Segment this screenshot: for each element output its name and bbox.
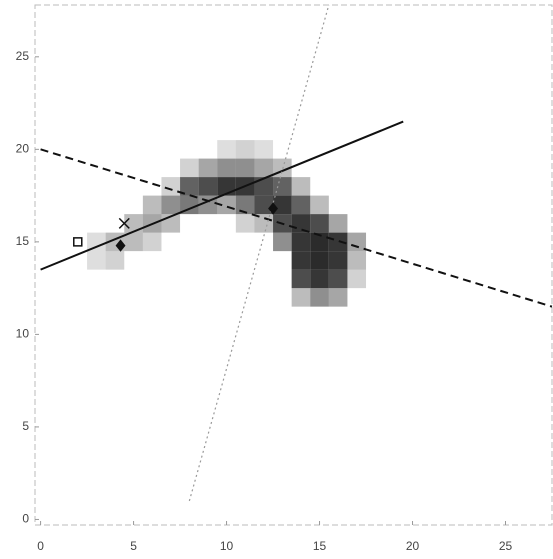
- heatmap-cell: [347, 233, 366, 252]
- x-tick-label: 25: [499, 539, 513, 553]
- heatmap-cell: [347, 270, 366, 289]
- heatmap-cell: [199, 159, 218, 178]
- chart: 0 5 10 15 20 25 0 5 10 15 20 25: [0, 0, 553, 559]
- marker: [74, 238, 82, 246]
- heatmap-cell: [329, 251, 348, 270]
- heatmap-cell: [143, 196, 162, 215]
- heatmap-cell: [254, 140, 273, 159]
- heatmap-cell: [292, 288, 311, 307]
- x-tick-label: 0: [37, 539, 44, 553]
- heatmap-cell: [292, 196, 311, 215]
- x-tick-label: 10: [220, 539, 234, 553]
- heatmap-cell: [310, 270, 329, 289]
- heatmap-cell: [292, 233, 311, 252]
- heatmap-cell: [347, 251, 366, 270]
- heatmap-cell: [329, 288, 348, 307]
- heatmap-cell: [273, 196, 292, 215]
- y-tick-label: 5: [22, 419, 29, 433]
- heatmap-cell: [310, 251, 329, 270]
- y-tick-label: 20: [16, 142, 30, 156]
- page: 05101520250510152025 (() => { const data…: [0, 0, 553, 559]
- heatmap-cell: [329, 270, 348, 289]
- heatmap-cell: [236, 159, 255, 178]
- heatmap-cell: [87, 233, 106, 252]
- heatmap-cell: [273, 233, 292, 252]
- heatmap-cell: [236, 214, 255, 233]
- heatmap-cell: [329, 214, 348, 233]
- heatmap-cell: [180, 159, 199, 178]
- y-tick-label: 10: [16, 327, 30, 341]
- heatmap-cell: [292, 251, 311, 270]
- heatmap-cell: [254, 177, 273, 196]
- heatmap-cell: [217, 159, 236, 178]
- heatmap-cell: [143, 233, 162, 252]
- heatmap-cell: [292, 270, 311, 289]
- heatmap-cell: [292, 214, 311, 233]
- x-tick-label: 20: [406, 539, 420, 553]
- heatmap-cell: [161, 196, 180, 215]
- heatmap-cell: [87, 251, 106, 270]
- heatmap-cell: [292, 177, 311, 196]
- y-tick-label: 25: [16, 49, 30, 63]
- heatmap-cell: [236, 140, 255, 159]
- heatmap-cell: [310, 214, 329, 233]
- heatmap-cell: [310, 196, 329, 215]
- y-tick-label: 0: [22, 512, 29, 526]
- heatmap-cell: [254, 159, 273, 178]
- x-tick-label: 5: [130, 539, 137, 553]
- heatmap-cell: [310, 288, 329, 307]
- heatmap-cell: [199, 177, 218, 196]
- heatmap-cell: [217, 140, 236, 159]
- heatmap-cell: [161, 177, 180, 196]
- y-tick-label: 15: [16, 234, 30, 248]
- x-tick-label: 15: [313, 539, 327, 553]
- heatmap-cell: [106, 251, 125, 270]
